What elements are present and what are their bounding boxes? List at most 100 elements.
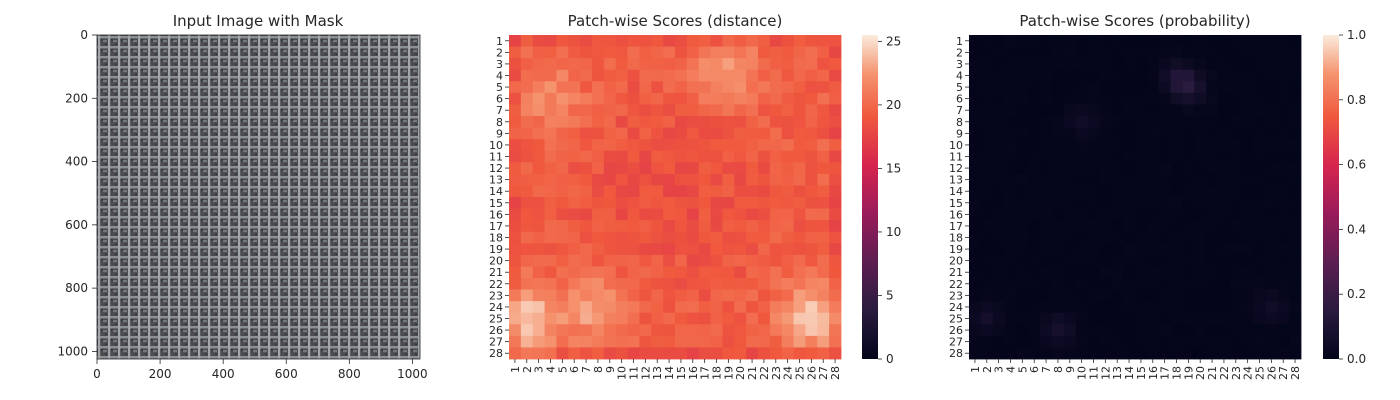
heatmap-x-tick-label: 19 <box>722 366 735 380</box>
heatmap-cell <box>758 335 771 348</box>
heatmap-cell <box>1206 197 1219 209</box>
heatmap-cell <box>603 335 617 348</box>
colorbar-tick-label: 0.6 <box>1347 158 1366 172</box>
heatmap-cell <box>1135 58 1148 71</box>
heatmap-cell <box>556 289 569 302</box>
heatmap-cell <box>651 347 664 360</box>
heatmap-cell <box>580 266 593 279</box>
heatmap-cell <box>532 335 545 348</box>
heatmap-y-tick-label: 24 <box>949 301 963 314</box>
heatmap-cell <box>580 254 593 267</box>
heatmap-cell <box>781 266 794 279</box>
heatmap-cell <box>544 278 557 290</box>
heatmap-cell <box>532 150 545 163</box>
heatmap-x-tick-label: 5 <box>1016 366 1029 373</box>
heatmap-cell <box>686 254 700 267</box>
heatmap-cell <box>532 162 545 175</box>
heatmap-cell <box>1146 243 1160 256</box>
heatmap-cell <box>1265 324 1278 337</box>
heatmap-cell <box>1265 266 1278 279</box>
heatmap-cell <box>520 92 534 105</box>
heatmap-cell <box>1158 69 1171 82</box>
heatmap-cell <box>1099 58 1112 71</box>
heatmap-cell <box>769 81 783 94</box>
heatmap-cell <box>710 197 723 209</box>
heatmap-cell <box>580 220 593 233</box>
heatmap-cell <box>1277 116 1290 128</box>
heatmap-cell <box>1182 46 1195 59</box>
heatmap-cell <box>1253 278 1266 290</box>
heatmap-cell <box>544 347 557 360</box>
heatmap-cell <box>1123 324 1136 337</box>
heatmap-cell <box>627 243 640 256</box>
heatmap-cell <box>1075 197 1088 209</box>
heatmap-cell <box>1016 46 1029 59</box>
heatmap-cell <box>568 301 581 314</box>
heatmap-cell <box>710 254 723 267</box>
heatmap-cell <box>1111 208 1124 221</box>
heatmap-cell <box>793 324 806 337</box>
heatmap-cell <box>1075 324 1088 337</box>
heatmap-cell <box>829 243 842 256</box>
heatmap-cell <box>627 173 640 186</box>
heatmap-cell <box>639 231 652 244</box>
heatmap-cell <box>1004 150 1017 163</box>
heatmap-cell <box>1182 139 1195 152</box>
heatmap-cell <box>992 278 1005 290</box>
heatmap-cell <box>1265 92 1278 105</box>
heatmap-cell <box>1229 185 1243 198</box>
heatmap-cell <box>675 312 688 325</box>
heatmap-cell <box>1277 81 1290 94</box>
heatmap-cell <box>675 139 688 152</box>
heatmap-cell <box>1016 173 1029 186</box>
heatmap-cell <box>544 197 557 209</box>
heatmap-cell <box>1135 220 1148 233</box>
heatmap-cell <box>746 231 759 244</box>
heatmap-cell <box>1194 208 1207 221</box>
heatmap-cell <box>1123 139 1136 152</box>
heatmap-cell <box>1218 185 1231 198</box>
heatmap-cell <box>556 197 569 209</box>
heatmap-y-tick-label: 21 <box>949 266 963 279</box>
heatmap-y-tick-label: 1 <box>496 35 503 48</box>
heatmap-cell <box>829 116 842 128</box>
heatmap-cell <box>1206 116 1219 128</box>
image-y-tick-label: 0 <box>80 28 88 42</box>
heatmap-cell <box>969 104 982 117</box>
heatmap-cell <box>1052 127 1065 140</box>
heatmap-cell <box>1016 35 1029 47</box>
heatmap-cell <box>544 231 557 244</box>
heatmap-cell <box>651 301 664 314</box>
heatmap-cell <box>509 162 522 175</box>
heatmap-cell <box>1194 266 1207 279</box>
heatmap-cell <box>1016 185 1029 198</box>
heatmap-cell <box>1229 150 1243 163</box>
heatmap-cell <box>592 335 605 348</box>
heatmap-cell <box>532 324 545 337</box>
heatmap-cell <box>556 162 569 175</box>
heatmap-cell <box>1253 139 1266 152</box>
heatmap-cell <box>603 220 617 233</box>
heatmap-cell <box>663 231 676 244</box>
heatmap-cell <box>568 35 581 47</box>
heatmap-cell <box>544 185 557 198</box>
heatmap-cell <box>1241 58 1254 71</box>
heatmap-cell <box>1063 139 1077 152</box>
heatmap-cell <box>1111 254 1124 267</box>
heatmap-cell <box>1111 301 1124 314</box>
heatmap-cell <box>627 335 640 348</box>
heatmap-cell <box>781 46 794 59</box>
heatmap-cell <box>1052 335 1065 348</box>
heatmap-cell <box>1028 266 1041 279</box>
heatmap-cell <box>734 185 747 198</box>
heatmap-cell <box>1111 35 1124 47</box>
heatmap-cell <box>651 266 664 279</box>
heatmap-x-tick-label: 23 <box>1230 366 1243 380</box>
heatmap-cell <box>1028 289 1041 302</box>
heatmap-cell <box>992 46 1005 59</box>
heatmap-cell <box>580 104 593 117</box>
heatmap-cell <box>544 139 557 152</box>
heatmap-cell <box>580 150 593 163</box>
heatmap-cell <box>1170 35 1183 47</box>
heatmap-cell <box>793 173 806 186</box>
